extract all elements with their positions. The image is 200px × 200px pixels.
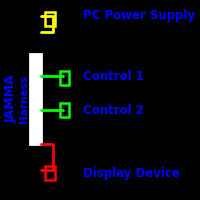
- FancyBboxPatch shape: [45, 166, 55, 180]
- Text: Control 1: Control 1: [83, 70, 144, 82]
- Bar: [30, 54, 41, 144]
- FancyBboxPatch shape: [60, 103, 69, 117]
- Text: PC Power Supply: PC Power Supply: [83, 9, 195, 22]
- FancyBboxPatch shape: [45, 12, 55, 26]
- Text: Control 2: Control 2: [83, 104, 144, 116]
- FancyBboxPatch shape: [60, 71, 69, 85]
- Text: Display Device: Display Device: [83, 168, 180, 180]
- Text: Harness: Harness: [19, 75, 29, 123]
- Text: JAMMA: JAMMA: [5, 75, 18, 123]
